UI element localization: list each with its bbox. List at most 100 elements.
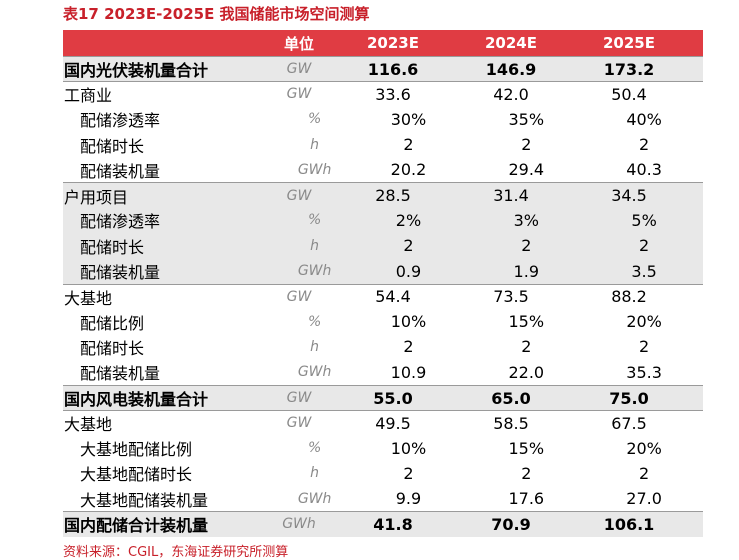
table-row: 大基地 GW 49.5 58.5 67.5 [63, 410, 703, 435]
value-2024e: 73.5 [493, 287, 529, 307]
row-unit: % [307, 111, 322, 128]
row-unit: GW [286, 187, 312, 204]
value-2024e: 58.5 [493, 413, 529, 433]
value-2024e: 35% [508, 109, 545, 129]
table-row: 配储时长 h 2 2 2 [63, 132, 703, 157]
row-label: 配储装机量 [80, 263, 161, 283]
value-2023e: 41.8 [373, 514, 413, 534]
value-2023e: 55.0 [373, 388, 413, 408]
value-2023e: 2 [403, 236, 414, 256]
value-2025e: 34.5 [611, 186, 647, 206]
value-2024e: 146.9 [485, 59, 537, 79]
table-title: 表17 2023E-2025E 我国储能市场空间测算 [63, 5, 370, 23]
row-unit: GWh [297, 263, 332, 280]
value-2024e: 2 [521, 463, 532, 483]
value-2023e: 28.5 [375, 186, 411, 206]
row-label: 配储时长 [80, 338, 145, 358]
value-2024e: 17.6 [508, 489, 545, 509]
value-2023e: 49.5 [375, 413, 411, 433]
row-label: 配储时长 [80, 136, 145, 156]
row-unit: GW [286, 288, 312, 305]
value-2024e: 70.9 [491, 514, 531, 534]
value-2025e: 2 [639, 337, 650, 357]
row-label: 配储渗透率 [80, 212, 161, 232]
row-label: 大基地 [64, 415, 113, 435]
row-unit: GW [286, 86, 312, 103]
table-row: 大基地配储比例% 10% 15% 20% [63, 435, 703, 460]
row-label: 户用项目 [64, 187, 129, 207]
value-2025e: 106.1 [603, 514, 655, 534]
row-label: 配储装机量 [80, 161, 161, 181]
table-row: 大基地 GW 54.4 73.5 88.2 [63, 283, 703, 309]
value-2025e: 40.3 [626, 160, 662, 180]
value-2025e: 40% [626, 109, 662, 129]
row-label: 国内光伏装机量合计 [64, 61, 209, 81]
row-label: 配储渗透率 [80, 111, 161, 131]
row-unit: % [307, 440, 322, 457]
value-2024e: 2 [521, 135, 532, 155]
table-body: 国内光伏装机量合计 GW 116.6 146.9 173.2 工商业 GW 33.6 42.0 5… [63, 56, 703, 537]
row-label: 配储装机量 [80, 364, 161, 384]
value-2023e: 30% [390, 109, 427, 129]
value-2025e: 20% [626, 312, 662, 332]
value-2025e: 3.5 [631, 261, 657, 281]
value-2023e: 10% [390, 312, 427, 332]
value-2023e: 0.9 [395, 261, 422, 281]
value-2024e: 42.0 [493, 84, 529, 104]
value-2024e: 65.0 [491, 388, 531, 408]
value-2023e: 10% [390, 438, 427, 458]
header-unit: 单位 [283, 34, 314, 53]
row-unit: h [310, 338, 320, 355]
table-header: 单位 2023E 2024E 2025E [63, 30, 703, 56]
table-row: 配储装机量 GWh 10.9 22.0 35.3 [63, 360, 703, 385]
value-2025e: 35.3 [626, 362, 662, 382]
value-2025e: 50.4 [611, 84, 647, 104]
table-row: 工商业 GW 33.6 42.0 50.4 [63, 81, 703, 106]
row-unit: % [307, 212, 322, 229]
table-row: 配储时长 h 2 2 2 [63, 334, 703, 359]
table-row: 户用项目 GW 28.5 31.4 34.5 [63, 182, 703, 208]
table-row: 大基地配储时长 h 2 2 2 [63, 461, 703, 486]
value-2024e: 3% [513, 210, 539, 230]
row-unit: GWh [297, 161, 332, 178]
row-unit: GW [286, 415, 312, 432]
row-label: 大基地配储时长 [80, 465, 193, 485]
row-label: 大基地配储装机量 [80, 490, 209, 510]
value-2025e: 5% [631, 210, 657, 230]
table-row: 国内光伏装机量合计 GW 116.6 146.9 173.2 [63, 56, 703, 82]
header-2025e: 2025E [603, 34, 655, 52]
value-2023e: 116.6 [367, 59, 419, 79]
value-2023e: 2% [395, 210, 422, 230]
value-2025e: 27.0 [626, 489, 662, 509]
value-2024e: 2 [521, 337, 532, 357]
value-2023e: 2 [403, 463, 414, 483]
value-2024e: 2 [521, 236, 532, 256]
value-2024e: 1.9 [513, 261, 539, 281]
row-label: 配储比例 [80, 313, 145, 333]
value-2023e: 33.6 [375, 84, 411, 104]
table-row: 配储比例% 10% 15% 20% [63, 309, 703, 334]
value-2025e: 2 [639, 135, 650, 155]
value-2024e: 29.4 [508, 160, 545, 180]
value-2024e: 15% [508, 438, 545, 458]
table-row: 配储渗透率% 30% 35% 40% [63, 107, 703, 132]
value-2025e: 173.2 [603, 59, 655, 79]
table-row: 国内配储合计装机量 GWh 41.8 70.9 106.1 [63, 511, 703, 537]
source-note: 资料来源：CGIL，东海证券研究所测算 [63, 545, 289, 560]
table-row: 配储渗透率% 2% 3% 5% [63, 207, 703, 234]
table-row: 配储装机量 GWh 0.9 1.9 3.5 [63, 258, 703, 284]
value-2023e: 10.9 [390, 362, 427, 382]
row-label: 国内风电装机量合计 [64, 390, 209, 409]
header-2024e: 2024E [485, 34, 537, 52]
row-label: 工商业 [64, 86, 113, 106]
table-row: 配储时长 h 2 2 2 [63, 233, 703, 259]
value-2025e: 20% [626, 438, 662, 458]
value-2023e: 2 [403, 337, 414, 357]
value-2025e: 2 [639, 236, 650, 256]
value-2025e: 88.2 [611, 287, 647, 307]
row-label: 配储时长 [80, 237, 145, 257]
value-2024e: 15% [508, 312, 545, 332]
row-unit: GWh [282, 516, 316, 533]
row-unit: h [310, 237, 320, 254]
value-2025e: 67.5 [611, 413, 647, 433]
